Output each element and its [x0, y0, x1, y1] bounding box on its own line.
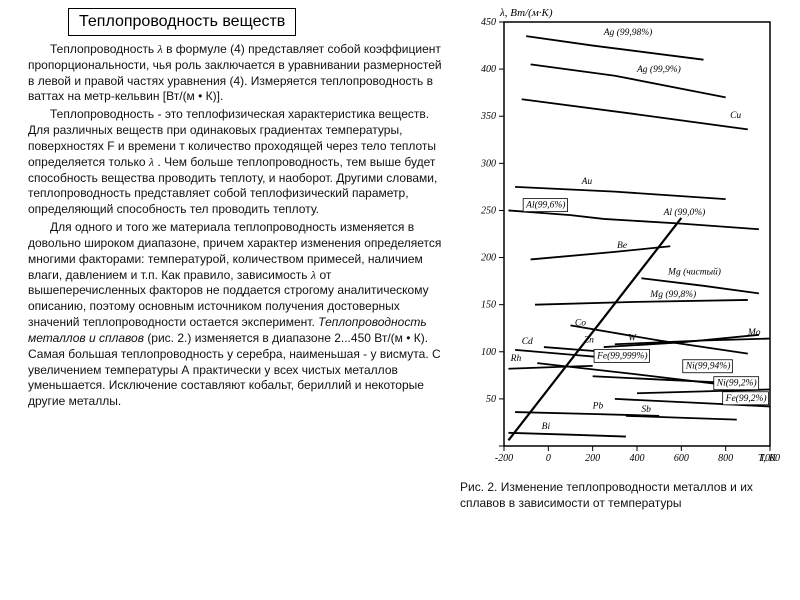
svg-text:Co: Co — [575, 318, 586, 328]
svg-text:Fe(99,2%): Fe(99,2%) — [725, 393, 767, 404]
lambda-symbol-1: λ — [158, 42, 163, 56]
svg-text:200: 200 — [585, 453, 600, 464]
svg-text:400: 400 — [630, 453, 645, 464]
svg-text:400: 400 — [481, 64, 496, 75]
svg-text:Zn: Zn — [584, 335, 594, 345]
svg-text:Be: Be — [617, 241, 627, 251]
paragraph-3: Для одного и того же материала теплопров… — [28, 220, 450, 410]
title-box: Теплопроводность веществ — [68, 8, 296, 36]
lambda-symbol-3: λ — [311, 268, 316, 282]
paragraph-1: Теплопроводность λ в формуле (4) предста… — [28, 42, 450, 105]
svg-text:Bi: Bi — [542, 422, 551, 432]
svg-text:600: 600 — [674, 453, 689, 464]
paragraph-2: Теплопроводность - это теплофизическая х… — [28, 107, 450, 218]
svg-text:200: 200 — [481, 253, 496, 264]
svg-text:0: 0 — [546, 453, 551, 464]
svg-text:λ, Вт/(м·К): λ, Вт/(м·К) — [499, 7, 553, 19]
svg-text:50: 50 — [486, 394, 496, 405]
svg-text:Ag (99,98%): Ag (99,98%) — [603, 27, 653, 38]
svg-text:350: 350 — [480, 111, 496, 122]
svg-text:300: 300 — [480, 158, 496, 169]
p3a: Для одного и того же материала теплопров… — [28, 220, 441, 281]
svg-text:Sb: Sb — [641, 405, 651, 415]
svg-text:Rh: Rh — [510, 354, 522, 364]
svg-text:100: 100 — [481, 347, 496, 358]
svg-text:250: 250 — [481, 205, 496, 216]
svg-text:Cd: Cd — [522, 337, 533, 347]
svg-text:Pb: Pb — [592, 401, 604, 411]
lambda-symbol-2: λ — [149, 155, 154, 169]
thermal-conductivity-chart: 50 100 150 200 250 300 350 400 450 -200 0 200 400 600… — [460, 4, 780, 474]
svg-text:Mg (чистый): Mg (чистый) — [667, 267, 721, 278]
svg-text:W: W — [628, 333, 637, 343]
svg-text:Al(99,6%): Al(99,6%) — [525, 200, 565, 211]
svg-text:Ni(99,94%): Ni(99,94%) — [685, 361, 731, 372]
figure-column: 50 100 150 200 250 300 350 400 450 -200 0 200 400 600… — [460, 0, 800, 600]
svg-text:T, К: T, К — [758, 452, 777, 464]
svg-text:Ni(99,2%): Ni(99,2%) — [716, 378, 757, 389]
svg-text:Cu: Cu — [730, 111, 741, 121]
svg-text:450: 450 — [481, 17, 496, 28]
svg-text:Fe(99,999%): Fe(99,999%) — [596, 350, 647, 361]
svg-text:Ag (99,9%): Ag (99,9%) — [636, 64, 681, 75]
svg-text:-200: -200 — [495, 453, 513, 464]
figure-caption: Рис. 2. Изменение теплопроводности метал… — [460, 480, 786, 512]
svg-text:Al (99,0%): Al (99,0%) — [663, 207, 706, 218]
page-title: Теплопроводность веществ — [79, 13, 285, 30]
svg-text:Au: Au — [581, 177, 593, 187]
svg-text:Mg (99,8%): Mg (99,8%) — [649, 289, 696, 300]
svg-text:800: 800 — [718, 453, 733, 464]
text-column: Теплопроводность веществ Теплопроводност… — [0, 0, 460, 600]
p1a: Теплопроводность — [50, 42, 158, 56]
svg-text:150: 150 — [481, 300, 496, 311]
